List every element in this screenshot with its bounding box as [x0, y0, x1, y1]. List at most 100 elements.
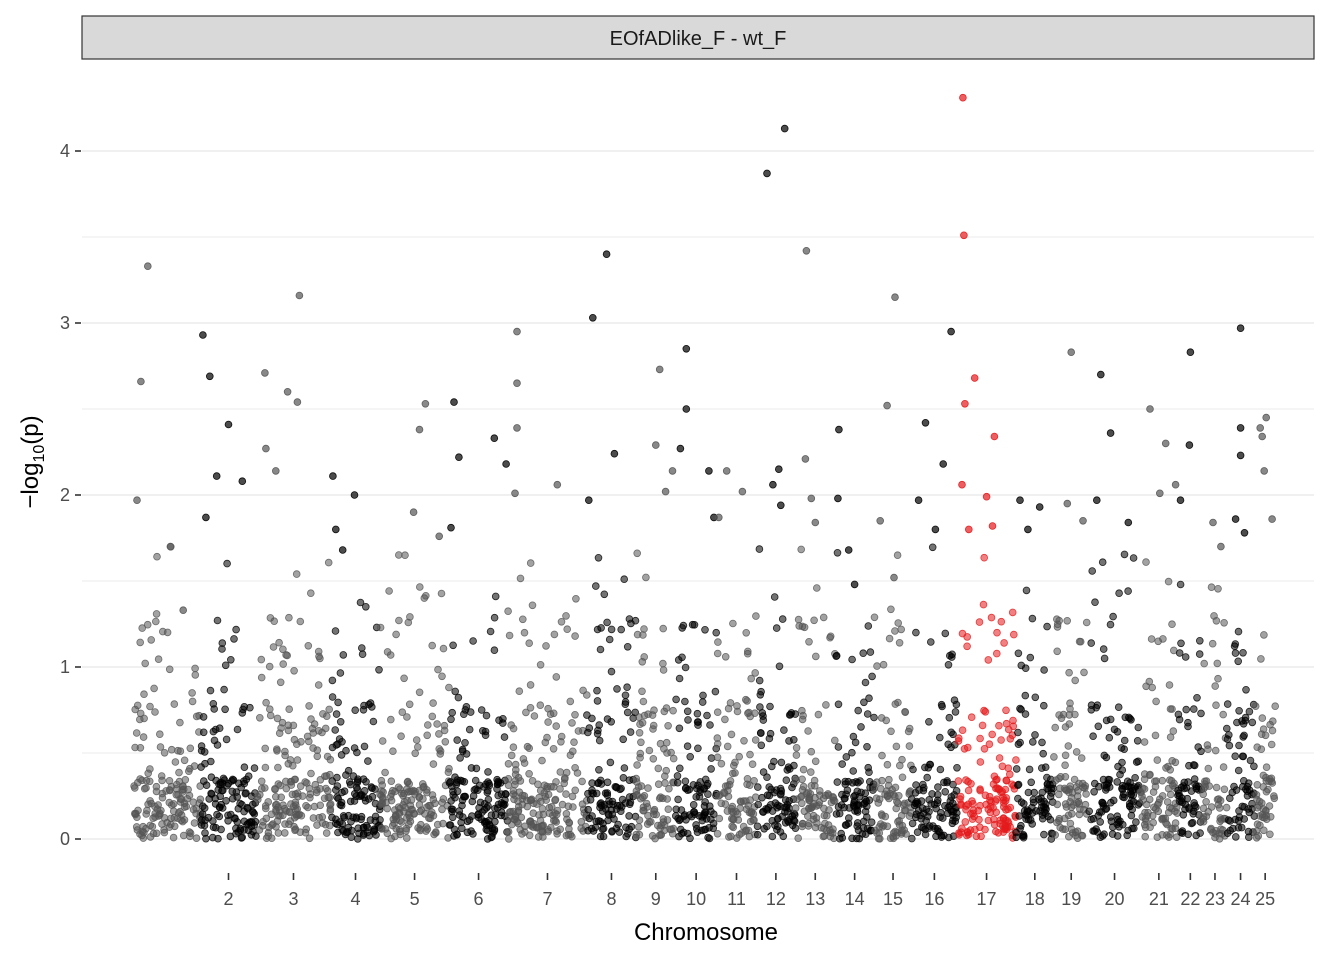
data-point [682, 784, 690, 792]
data-point [663, 816, 672, 824]
data-point [875, 829, 884, 837]
data-point [240, 817, 249, 826]
data-point [603, 715, 612, 723]
data-point [221, 705, 229, 714]
data-point [593, 686, 601, 695]
data-point [381, 768, 389, 777]
data-point [1233, 718, 1241, 727]
data-point [917, 797, 926, 805]
data-point [316, 801, 325, 810]
data-point [699, 691, 707, 700]
top-data-point [776, 501, 785, 510]
data-point [545, 803, 554, 812]
data-point [1146, 770, 1154, 779]
data-point [472, 785, 480, 793]
data-point [1239, 719, 1248, 728]
data-point [594, 553, 603, 562]
x-tick-label: 2 [224, 889, 234, 909]
data-point [674, 795, 682, 804]
data-point [1265, 802, 1274, 810]
data-point [673, 778, 682, 787]
data-point [662, 738, 671, 747]
data-point [1037, 794, 1045, 802]
top-data-point [1262, 413, 1270, 422]
data-point [960, 744, 969, 753]
data-point [751, 736, 760, 744]
data-point [878, 751, 886, 760]
data-point [1001, 785, 1010, 794]
data-point [1118, 758, 1126, 767]
data-point [414, 824, 422, 832]
data-point [640, 653, 648, 661]
top-data-point [1260, 467, 1268, 475]
data-point [964, 830, 973, 839]
data-point [1102, 716, 1111, 725]
data-point [266, 614, 275, 622]
data-point [1264, 785, 1272, 794]
data-point [436, 747, 445, 755]
data-point [1168, 705, 1176, 713]
data-point [516, 574, 525, 583]
data-point [549, 744, 558, 753]
data-point [756, 729, 765, 737]
data-point [792, 751, 801, 759]
data-point [262, 698, 270, 707]
data-point [322, 829, 331, 837]
top-data-point [1161, 439, 1170, 448]
data-point [313, 752, 322, 761]
data-point [743, 649, 752, 658]
data-point [1203, 741, 1212, 749]
data-point [834, 700, 843, 709]
data-point [471, 776, 480, 785]
data-point [551, 796, 559, 805]
data-point [431, 799, 439, 808]
data-point [830, 797, 839, 805]
data-point [1267, 740, 1276, 749]
data-point [654, 780, 663, 788]
data-point [255, 826, 264, 834]
data-point [152, 610, 161, 618]
data-point [810, 616, 818, 625]
data-point [153, 552, 161, 561]
y-axis-title: −log10(p) [17, 415, 48, 508]
data-point [423, 788, 431, 797]
x-tick-label: 7 [542, 889, 552, 909]
top-data-point [651, 441, 660, 449]
data-point [218, 639, 227, 647]
data-point [1025, 765, 1034, 774]
data-point [572, 594, 580, 603]
data-point [1237, 823, 1246, 832]
data-point [721, 715, 729, 724]
data-point [335, 818, 344, 826]
data-point [898, 821, 907, 830]
data-point [560, 775, 569, 783]
data-point [1196, 829, 1204, 837]
data-point [788, 812, 797, 820]
data-point [140, 828, 148, 837]
data-point [504, 827, 513, 836]
data-point [1260, 631, 1268, 639]
data-point [529, 819, 538, 828]
data-point [140, 690, 148, 698]
data-point [599, 832, 608, 841]
data-point [943, 809, 952, 817]
data-point [945, 713, 954, 722]
data-point [1211, 682, 1219, 690]
data-point [141, 659, 150, 668]
data-point [1019, 830, 1028, 839]
data-point [868, 672, 876, 681]
data-point [617, 625, 625, 634]
data-point [1201, 782, 1209, 791]
data-point [1040, 701, 1048, 710]
data-point [758, 793, 766, 802]
data-point [1040, 830, 1048, 839]
data-point [1271, 702, 1279, 710]
data-point [859, 824, 868, 832]
data-point [1168, 620, 1176, 628]
data-point [998, 762, 1007, 771]
data-point [665, 784, 673, 793]
data-point [655, 794, 664, 803]
data-point [1090, 787, 1098, 796]
data-point [1053, 620, 1062, 629]
data-point [304, 737, 313, 746]
